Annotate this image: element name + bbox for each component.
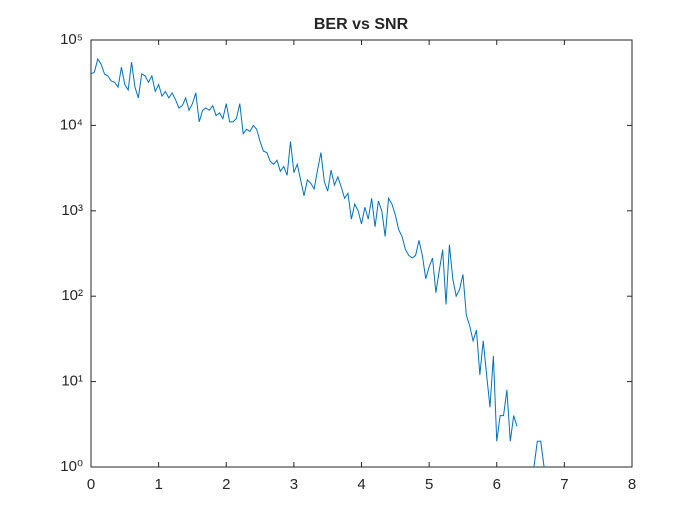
x-tick-label: 2 xyxy=(222,476,230,493)
x-tick-label: 8 xyxy=(628,476,636,493)
data-line xyxy=(90,57,545,468)
x-tick-label: 3 xyxy=(290,476,298,493)
x-tick-label: 7 xyxy=(560,476,568,493)
x-tick-label: 6 xyxy=(493,476,501,493)
chart-title: BER vs SNR xyxy=(314,16,409,33)
y-tick-label: 10⁰ xyxy=(60,458,83,475)
x-tick-label: 4 xyxy=(357,476,365,493)
x-tick-label: 5 xyxy=(425,476,433,493)
y-tick-label: 10³ xyxy=(61,202,83,219)
x-tick-label: 1 xyxy=(154,476,162,493)
y-tick-label: 10⁴ xyxy=(60,116,83,133)
y-tick-label: 10⁵ xyxy=(60,31,83,48)
x-tick-label: 0 xyxy=(87,476,95,493)
y-tick-label: 10² xyxy=(61,287,83,304)
y-tick-label: 10¹ xyxy=(61,373,83,390)
